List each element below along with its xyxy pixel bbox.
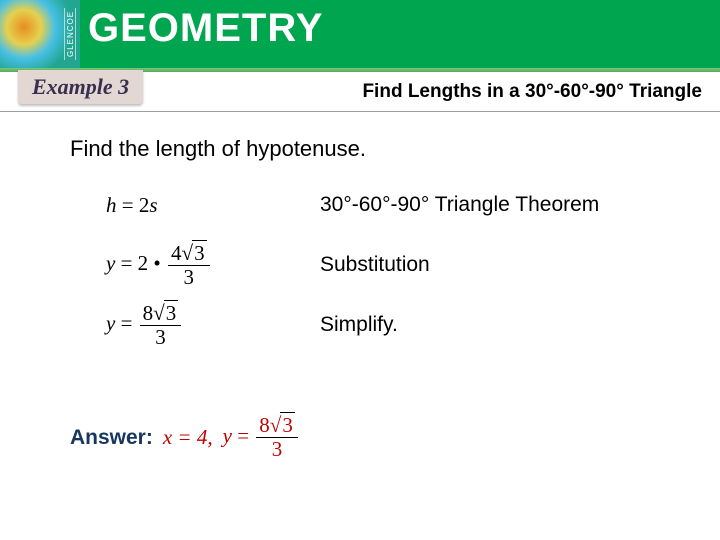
- step-1: h = 2s 30°-60°-90° Triangle Theorem: [70, 182, 676, 228]
- example-bar: Example 3 Find Lengths in a 30°-60°-90° …: [0, 72, 720, 112]
- step-2: y = 2 • 43 3 Substitution: [70, 242, 676, 288]
- book-title: GEOMETRY: [88, 6, 323, 51]
- answer-block: Answer: x = 4, y = 83 3: [70, 415, 300, 460]
- answer-part2: y = 83 3: [223, 415, 300, 460]
- example-topic: Find Lengths in a 30°-60°-90° Triangle: [362, 81, 720, 103]
- step-2-equation: y = 2 • 43 3: [70, 243, 320, 288]
- step-3: y = 83 3 Simplify.: [70, 302, 676, 348]
- step-2-reason: Substitution: [320, 252, 430, 277]
- textbook-header: GLENCOE GEOMETRY: [0, 0, 720, 68]
- publisher-label: GLENCOE: [64, 8, 76, 60]
- instruction-text: Find the length of hypotenuse.: [70, 136, 676, 162]
- step-3-reason: Simplify.: [320, 312, 398, 337]
- step-3-equation: y = 83 3: [70, 303, 320, 348]
- step-1-reason: 30°-60°-90° Triangle Theorem: [320, 192, 599, 217]
- example-badge: Example 3: [18, 70, 143, 104]
- content-area: Find the length of hypotenuse. h = 2s 30…: [0, 112, 720, 348]
- example-number: Example 3: [32, 74, 129, 99]
- step-1-equation: h = 2s: [70, 193, 320, 218]
- answer-label: Answer:: [70, 426, 153, 450]
- answer-part1: x = 4,: [163, 425, 213, 450]
